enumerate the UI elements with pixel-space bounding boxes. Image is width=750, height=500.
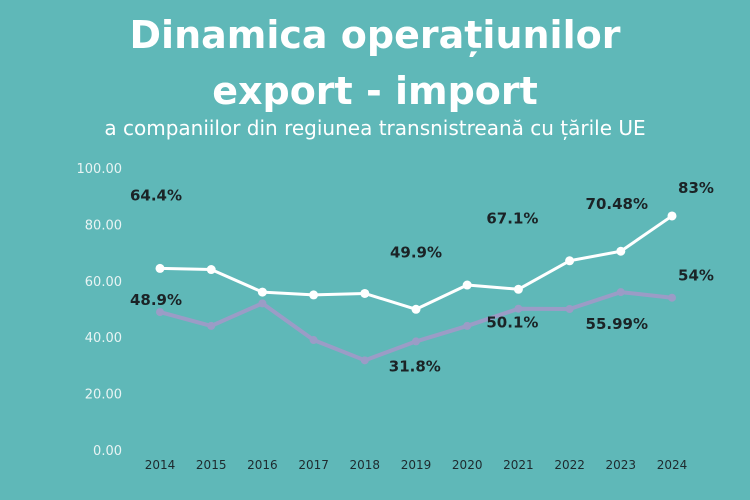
series-1-point — [667, 211, 677, 221]
chart-title-line2: export - import — [212, 69, 538, 113]
y-tick-label: 80.00 — [85, 218, 122, 233]
data-label: 48.9% — [130, 291, 182, 309]
chart-subtitle: a companiilor din regiunea transnistrean… — [104, 116, 646, 140]
series-1-point — [309, 290, 319, 300]
y-tick-label: 20.00 — [85, 388, 122, 403]
series-2-point — [565, 305, 574, 313]
x-tick-label: 2024 — [657, 458, 688, 472]
y-tick-label: 100.00 — [77, 162, 123, 177]
x-tick-label: 2015 — [196, 458, 227, 472]
chart-title-line1: Dinamica operațiunilor — [129, 13, 621, 57]
series-2-point — [360, 356, 369, 365]
x-tick-label: 2020 — [452, 458, 483, 472]
series-2-point — [258, 299, 267, 308]
series-2-point — [412, 337, 420, 346]
series-2-point — [514, 304, 523, 313]
series-2-point — [156, 308, 164, 317]
data-label: 50.1% — [486, 314, 538, 332]
series-1-point — [513, 284, 523, 294]
data-label: 64.4% — [130, 186, 182, 204]
series-2-point — [463, 321, 472, 330]
x-tick-label: 2017 — [298, 458, 329, 472]
series-2-point — [668, 293, 676, 302]
data-label: 49.9% — [390, 243, 442, 261]
x-tick-label: 2022 — [554, 458, 585, 472]
series-1-point — [155, 263, 165, 273]
y-tick-label: 60.00 — [85, 275, 122, 290]
data-label: 70.48% — [586, 195, 648, 213]
x-tick-label: 2018 — [350, 458, 381, 472]
data-label: 67.1% — [486, 209, 538, 227]
series-1-point — [462, 280, 472, 290]
series-1-point — [616, 246, 626, 256]
x-tick-label: 2014 — [145, 458, 176, 472]
series-2-point — [616, 288, 625, 297]
series-1-point — [360, 288, 370, 298]
series-2-point — [309, 336, 318, 345]
x-tick-label: 2023 — [606, 458, 637, 472]
data-label: 31.8% — [389, 357, 441, 375]
x-tick-label: 2016 — [247, 458, 278, 472]
y-tick-label: 0.00 — [93, 444, 122, 459]
series-1-point — [206, 265, 216, 275]
data-label: 54% — [678, 267, 714, 285]
x-tick-label: 2019 — [401, 458, 432, 472]
data-label: 83% — [678, 179, 714, 197]
x-tick-label: 2021 — [503, 458, 534, 472]
series-1-point — [565, 256, 575, 266]
series-line-1 — [158, 214, 674, 311]
series-1-point — [257, 287, 267, 297]
series-1-point — [411, 304, 421, 314]
y-tick-label: 40.00 — [85, 331, 122, 346]
data-label: 55.99% — [586, 315, 648, 333]
series-2-point — [207, 321, 216, 330]
